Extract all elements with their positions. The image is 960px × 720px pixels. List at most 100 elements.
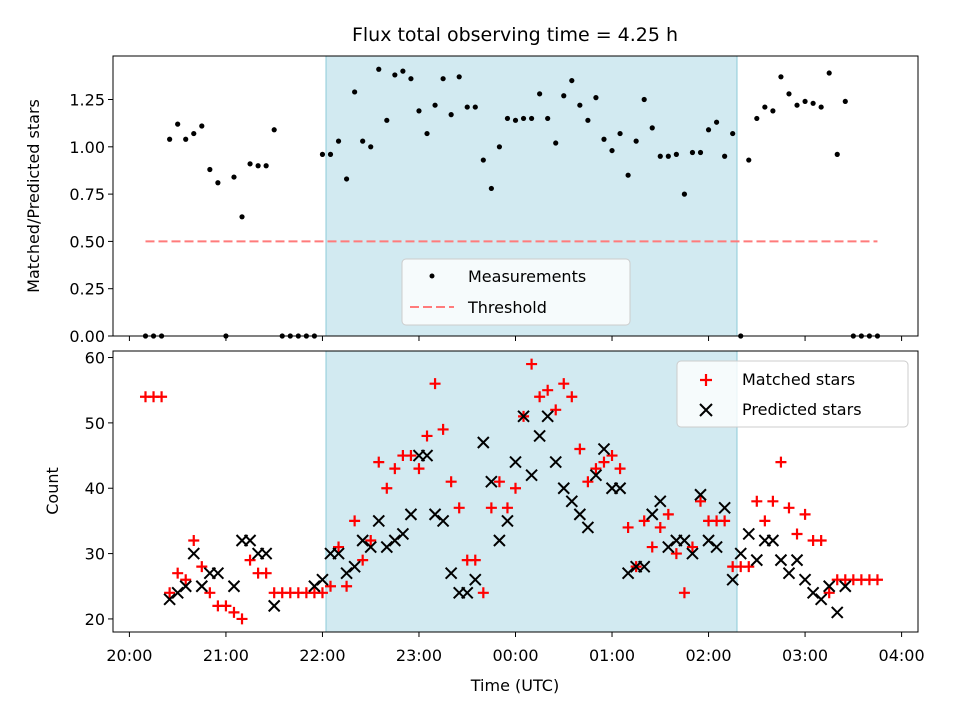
y-tick-label: 50	[85, 414, 105, 433]
predicted-star-point	[444, 566, 458, 580]
y-tick-label: 20	[85, 610, 105, 629]
matched-star-point	[324, 580, 336, 592]
measurement-point	[810, 100, 816, 106]
measurement-point	[713, 119, 720, 125]
measurement-point	[673, 151, 679, 157]
measurement-point	[368, 144, 374, 150]
x-tick-label: 01:00	[589, 646, 635, 665]
top-panel: 0.00 0.25 0.50 0.75 1.00 1.25 Matched/Predict…	[24, 55, 919, 346]
matched-star-point	[871, 574, 883, 586]
measurement-point	[376, 66, 382, 72]
bottom-legend-plus-marker	[700, 374, 712, 386]
predicted-star-point	[589, 468, 603, 482]
matched-star-point	[365, 535, 377, 547]
x-tick-label: 21:00	[203, 646, 249, 665]
matched-star-point	[477, 587, 489, 599]
measurement-point	[352, 89, 358, 95]
predicted-star-point	[726, 573, 739, 586]
measurement-point	[754, 115, 760, 122]
matched-star-point	[783, 502, 795, 514]
predicted-star-point	[187, 547, 200, 560]
measurement-point	[577, 102, 583, 108]
predicted-star-point	[267, 599, 281, 613]
measurement-point	[247, 161, 253, 167]
measurement-point	[818, 104, 824, 110]
matched-star-point	[582, 476, 594, 488]
x-tick-label: 22:00	[299, 646, 345, 665]
measurement-point	[512, 117, 519, 123]
matched-star-point	[445, 476, 457, 488]
x-axis-label: Time (UTC)	[470, 676, 559, 695]
measurement-point	[802, 98, 808, 105]
matched-star-point	[614, 463, 626, 475]
matched-star-point	[316, 587, 328, 599]
matched-star-point	[654, 521, 666, 533]
predicted-star-point	[814, 593, 828, 606]
measurement-point	[649, 125, 655, 131]
measurement-point	[553, 140, 559, 146]
predicted-star-point	[171, 586, 184, 599]
matched-star-point	[485, 502, 497, 514]
predicted-star-point	[163, 593, 176, 606]
matched-star-point	[333, 541, 345, 553]
measurement-point	[448, 112, 454, 118]
measurement-point	[834, 151, 840, 157]
measurement-point	[617, 130, 623, 137]
matched-star-point	[188, 535, 200, 547]
predicted-star-point	[710, 540, 723, 554]
matched-star-point	[453, 502, 465, 514]
measurement-point	[183, 136, 189, 142]
measurement-point	[705, 127, 712, 133]
top-y-axis-label: Matched/Predicted stars	[24, 99, 43, 293]
y-tick-label: 40	[85, 479, 105, 498]
measurement-point	[504, 115, 511, 122]
measurement-point	[207, 166, 213, 173]
predicted-star-point	[549, 455, 562, 469]
bottom-legend-label-matched: Matched stars	[742, 370, 855, 389]
matched-star-point	[244, 554, 256, 566]
measurement-point	[215, 180, 221, 186]
predicted-star-point	[469, 573, 482, 586]
predicted-star-point	[211, 566, 225, 580]
predicted-star-point	[364, 540, 377, 554]
measurement-point	[167, 136, 173, 142]
y-tick-label: 0.50	[69, 232, 105, 251]
predicted-star-point	[581, 521, 595, 534]
top-x-ticks	[128, 336, 903, 341]
predicted-star-point	[477, 436, 490, 449]
y-tick-label: 1.00	[69, 138, 105, 157]
matched-star-point	[743, 561, 755, 573]
bottom-y-axis-label: Count	[43, 467, 62, 515]
measurement-point	[488, 185, 494, 192]
measurement-point	[456, 74, 462, 80]
predicted-star-point	[485, 475, 498, 488]
matched-star-point	[469, 554, 481, 566]
predicted-star-point	[372, 514, 385, 528]
predicted-star-point	[179, 580, 192, 593]
predicted-star-point	[734, 547, 747, 560]
predicted-star-point	[573, 508, 587, 521]
matched-star-point	[501, 502, 513, 514]
measurement-point	[263, 163, 269, 169]
predicted-star-point	[525, 468, 538, 482]
matched-star-point	[413, 463, 425, 475]
matched-star-point	[815, 535, 827, 547]
predicted-star-point	[678, 534, 691, 547]
chart-title: Flux total observing time = 4.25 h	[352, 24, 678, 46]
predicted-star-point	[822, 580, 836, 593]
measurement-point	[689, 149, 696, 156]
predicted-star-point	[806, 586, 820, 599]
measurement-point	[794, 102, 800, 108]
measurement-point	[593, 95, 599, 101]
predicted-star-point	[694, 488, 707, 501]
measurement-point	[826, 70, 832, 76]
measurement-point	[585, 117, 591, 123]
predicted-star-point	[774, 553, 788, 567]
matched-star-point	[606, 450, 618, 462]
predicted-star-point	[613, 482, 627, 495]
matched-star-point	[686, 541, 698, 553]
matched-star-point	[196, 561, 208, 573]
measurement-point	[730, 130, 736, 137]
predicted-star-point	[195, 580, 209, 593]
matched-star-point	[437, 423, 449, 435]
